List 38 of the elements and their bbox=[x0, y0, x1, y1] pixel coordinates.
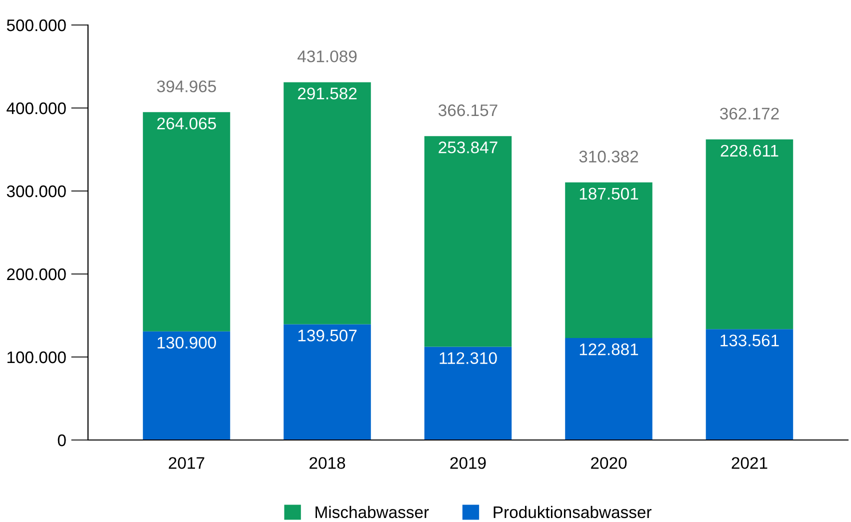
total-label: 366.157 bbox=[438, 104, 498, 116]
data-label: 253.847 bbox=[438, 142, 498, 154]
data-label: 264.065 bbox=[157, 118, 216, 130]
y-tick-label: 400.000 bbox=[6, 102, 66, 114]
y-tick-label: 0 bbox=[58, 434, 66, 446]
bar bbox=[424, 136, 512, 347]
legend-label: Mischabwasser bbox=[316, 506, 429, 518]
data-label: 112.310 bbox=[440, 352, 497, 364]
y-tick-label: 200.000 bbox=[7, 268, 66, 280]
bar bbox=[706, 329, 794, 440]
x-tick-label: 2021 bbox=[732, 457, 768, 469]
data-label: 122.881 bbox=[580, 343, 638, 356]
x-tick-label: 2019 bbox=[450, 457, 486, 469]
x-tick-label: 2018 bbox=[310, 457, 346, 469]
legend-label: Produktionsabwasser bbox=[494, 506, 652, 518]
bar bbox=[142, 331, 230, 440]
bar bbox=[565, 338, 652, 440]
total-label: 431.089 bbox=[298, 50, 357, 62]
x-tick-label: 2020 bbox=[591, 457, 627, 469]
data-label: 228.611 bbox=[720, 144, 778, 157]
data-label: 130.900 bbox=[158, 336, 216, 349]
bar bbox=[142, 112, 230, 332]
data-label: 133.561 bbox=[720, 334, 779, 346]
total-label: 394.965 bbox=[157, 80, 216, 92]
bar bbox=[424, 346, 512, 440]
y-tick-label: 100.000 bbox=[8, 351, 66, 364]
y-tick-label: 500.000 bbox=[6, 19, 66, 32]
bar bbox=[284, 324, 371, 440]
x-tick-label: 2017 bbox=[168, 457, 204, 469]
bar bbox=[565, 182, 652, 338]
data-label: 187.501 bbox=[580, 188, 638, 200]
total-label: 362.172 bbox=[720, 108, 779, 120]
bar bbox=[284, 82, 371, 324]
total-label: 310.382 bbox=[579, 150, 638, 162]
bar bbox=[706, 139, 794, 330]
y-tick-label: 300.000 bbox=[6, 185, 66, 198]
data-label: 139.507 bbox=[298, 330, 357, 342]
data-label: 291.582 bbox=[298, 88, 357, 100]
